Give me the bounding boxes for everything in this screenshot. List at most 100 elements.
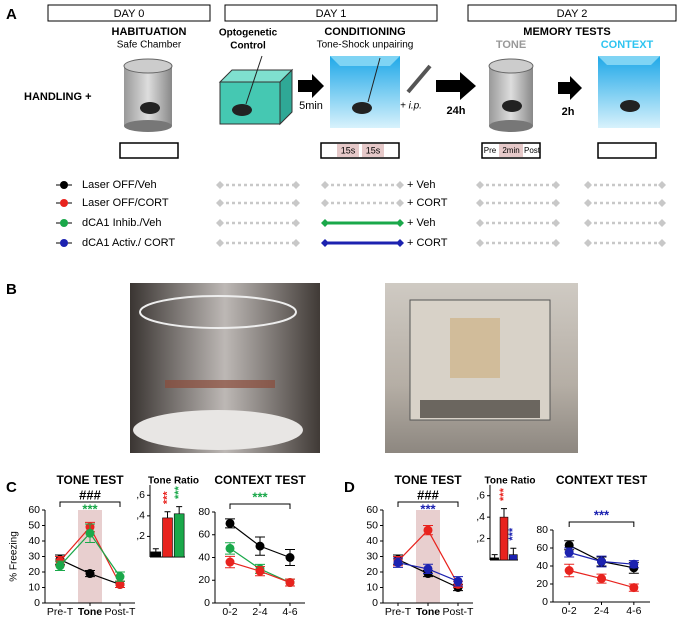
y-tick-label: 10 [366,581,378,593]
interval: 24h [447,105,466,117]
significance-label: *** [161,491,173,505]
x-tick-label: 2-4 [594,605,609,617]
interval: 5min [299,100,323,112]
protocol-end [476,199,484,207]
legend-marker [60,219,68,227]
conditioning-chamber [330,56,400,128]
y-tick-label: 20 [198,574,210,586]
syringe [406,64,432,94]
test-phase: Post [524,146,541,155]
chart-title: TONE TEST [56,473,124,487]
x-tick-label: Tone [416,606,440,618]
significance-label: *** [173,485,185,499]
y-tick-label: 10 [28,581,40,593]
protocol-end [658,181,666,189]
data-point [597,557,606,566]
x-tick-label: 0-2 [562,605,577,617]
tone-chamber [488,58,534,132]
protocol-end [552,181,560,189]
stage-subtitle: Tone-Shock unpairing [317,40,414,51]
y-tick-label: 50 [366,519,378,531]
data-point [225,543,235,553]
protocol-end [321,239,329,247]
group-legend: Laser OFF/Veh + Veh Laser OFF/CORT + CORT dC… [56,179,666,249]
legend-label: Laser OFF/CORT [82,197,169,209]
significance-bracket [568,521,635,527]
legend-label: Laser OFF/Veh [82,179,157,191]
data-point [629,559,639,569]
protocol-end [658,219,666,227]
protocol-end [396,239,404,247]
y-tick-label: 60 [198,529,210,541]
y-tick-label: 80 [536,524,548,536]
data-point [564,548,574,557]
y-tick-label: 80 [198,506,210,518]
protocol-end [584,181,592,189]
protocol-end [552,239,560,247]
significance-label: *** [82,501,98,516]
tone-duration: 15s [366,145,381,155]
arrow [436,72,476,100]
significance-label: *** [252,489,268,504]
injection-label: + CORT [407,237,448,249]
x-tick-label: Pre-T [47,606,74,618]
bar [173,513,185,558]
significance-bracket [397,501,459,507]
chart-title: CONTEXT TEST [556,473,648,487]
y-tick-label: 0 [204,597,210,609]
error-bar [164,511,171,518]
data-point [115,579,125,589]
protocol-end [216,199,224,207]
y-tick-label: 40 [366,535,378,547]
photo-context-chamber [385,283,578,453]
interval: 2h [562,106,575,118]
injection-label: + Veh [407,179,435,191]
y-tick-label: ,6 [136,489,145,501]
y-tick-label: 30 [28,550,40,562]
day-label: DAY 0 [114,8,145,20]
test-phase: Pre [484,146,497,155]
stage-title: Optogenetic [219,28,278,39]
context-chamber [598,56,660,128]
protocol-end [321,181,329,189]
y-tick-label: ,4 [476,511,485,523]
tone-duration: 15s [341,145,356,155]
chart-title: TONE TEST [394,473,462,487]
significance-label: ### [79,487,101,502]
y-tick-label: ,2 [476,532,485,544]
data-point [255,541,265,551]
chart-title: Tone Ratio [485,476,536,487]
opto-box [218,55,294,126]
y-tick-label: ,6 [476,489,485,501]
y-tick-label: 0 [34,597,40,609]
protocol-end [321,219,329,227]
test-title: CONTEXT [601,39,654,51]
error-bar [501,508,507,518]
highlight-band [416,510,440,603]
protocol-end [292,199,300,207]
data-point [55,561,65,571]
significance-label: *** [507,527,519,541]
y-tick-label: 0 [372,597,378,609]
data-point [453,576,463,586]
legend-marker [60,239,68,247]
panel-label: A [6,6,17,23]
tone-block [337,144,359,157]
data-point [285,578,295,588]
legend-marker [60,181,68,189]
day-label: DAY 2 [557,8,588,20]
stage-subtitle: Safe Chamber [117,40,182,51]
protocol-end [552,219,560,227]
stage-title: Control [230,41,266,52]
protocol-end [658,199,666,207]
y-tick-label: 20 [536,578,548,590]
protocol-end [292,181,300,189]
data-point [423,564,433,574]
y-tick-label: 30 [366,550,378,562]
injection-label: + CORT [407,197,448,209]
error-bar [176,506,183,514]
data-point [85,528,95,538]
protocol-end [216,239,224,247]
y-tick-label: 40 [198,551,210,563]
protocol-end [396,219,404,227]
